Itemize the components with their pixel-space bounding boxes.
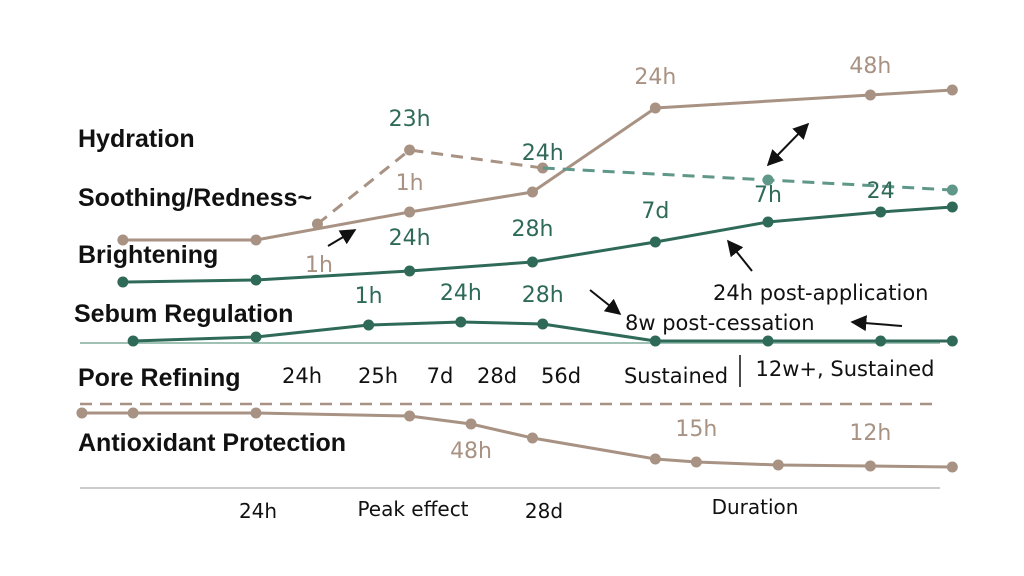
- data-label: 24h: [440, 281, 482, 306]
- data-point: [649, 236, 661, 248]
- data-point: [250, 234, 262, 246]
- data-point: [762, 174, 774, 186]
- series-line: [316, 148, 543, 226]
- category-pore-refining: Pore Refining: [78, 364, 241, 392]
- standalone-label-1h: 1h: [305, 253, 333, 278]
- annotation-post-application: 24h post-application: [713, 281, 928, 305]
- tick-label: Sustained: [624, 364, 728, 388]
- data-point: [762, 216, 774, 228]
- data-label: 24h: [522, 141, 564, 166]
- data-point: [117, 234, 129, 246]
- data-label: 7h: [754, 183, 782, 208]
- data-point: [649, 102, 661, 114]
- data-point: [465, 418, 477, 430]
- data-point: [946, 461, 958, 473]
- axis-label: 24h: [239, 499, 277, 523]
- tick-label: 24h: [282, 364, 322, 388]
- tick-label: 25h: [358, 364, 398, 388]
- data-point: [690, 456, 702, 468]
- data-point: [455, 316, 467, 328]
- tick-labels: 24h 25h 7d 28d 56d Sustained 12w+, Susta…: [282, 357, 934, 388]
- data-label: 7d: [641, 199, 669, 224]
- data-point: [127, 335, 139, 347]
- data-point: [946, 335, 958, 347]
- data-point: [649, 335, 661, 347]
- data-point: [649, 453, 661, 465]
- category-brightening: Brightening: [78, 241, 218, 269]
- category-soothing: Soothing/Redness~: [78, 184, 312, 212]
- data-point: [404, 206, 416, 218]
- data-point: [875, 206, 887, 218]
- data-label: 15h: [675, 417, 717, 442]
- arrows: [327, 122, 903, 332]
- data-point: [404, 144, 416, 156]
- data-label: 12h: [849, 421, 891, 446]
- data-point: [250, 274, 262, 286]
- data-label: 28h: [522, 283, 564, 308]
- data-label: 24h: [634, 65, 676, 90]
- series-line: [122, 205, 953, 284]
- category-sebum-regulation: Sebum Regulation: [74, 300, 293, 328]
- data-point: [127, 407, 139, 419]
- arrow-icon: [589, 289, 622, 315]
- data-point: [762, 335, 774, 347]
- data-label: 1h: [396, 171, 424, 196]
- category-antioxidant-protection: Antioxidant Protection: [78, 429, 346, 457]
- data-point: [76, 407, 88, 419]
- data-point: [363, 319, 375, 331]
- data-point: [875, 335, 887, 347]
- data-label: 24: [867, 179, 895, 204]
- axis-labels: 24h Peak effect 28d Duration: [239, 495, 799, 523]
- data-point: [526, 256, 538, 268]
- data-point: [946, 184, 958, 196]
- data-point: [526, 432, 538, 444]
- data-label: 48h: [849, 54, 891, 79]
- tick-label: 12w+, Sustained: [756, 357, 935, 381]
- data-label: 1h: [355, 284, 383, 309]
- data-point: [537, 318, 549, 330]
- double-arrow-icon: [766, 122, 810, 167]
- data-label: 28h: [512, 217, 554, 242]
- data-point: [311, 218, 323, 230]
- category-labels: Hydration Soothing/Redness~ Brightening …: [74, 125, 346, 457]
- data-point: [864, 89, 876, 101]
- data-point: [946, 201, 958, 213]
- annotation-post-cessation: 8w post-cessation: [625, 311, 815, 335]
- data-point: [946, 84, 958, 96]
- tick-label: 28d: [477, 364, 517, 388]
- tick-label: 7d: [427, 364, 454, 388]
- data-label: 48h: [450, 439, 492, 464]
- data-point: [526, 186, 538, 198]
- data-point: [117, 276, 129, 288]
- data-label: 23h: [389, 107, 431, 132]
- data-label: 24h: [389, 226, 431, 251]
- category-hydration: Hydration: [78, 125, 195, 153]
- data-point: [772, 459, 784, 471]
- arrow-icon: [727, 239, 753, 272]
- series-layer: 24h 48h 1h 23h 24h 24h 28h 7d 7h 24 1h 24h 28h 48h 15h…: [76, 54, 958, 473]
- data-point: [250, 331, 262, 343]
- data-point: [864, 460, 876, 472]
- data-point: [250, 407, 262, 419]
- data-point: [404, 265, 416, 277]
- data-point: [404, 410, 416, 422]
- tick-label: 56d: [541, 364, 581, 388]
- axis-label: Peak effect: [357, 497, 468, 521]
- arrow-icon: [850, 315, 903, 332]
- arrow-icon: [327, 229, 357, 247]
- axis-label: 28d: [525, 499, 563, 523]
- axis-label: Duration: [712, 495, 799, 519]
